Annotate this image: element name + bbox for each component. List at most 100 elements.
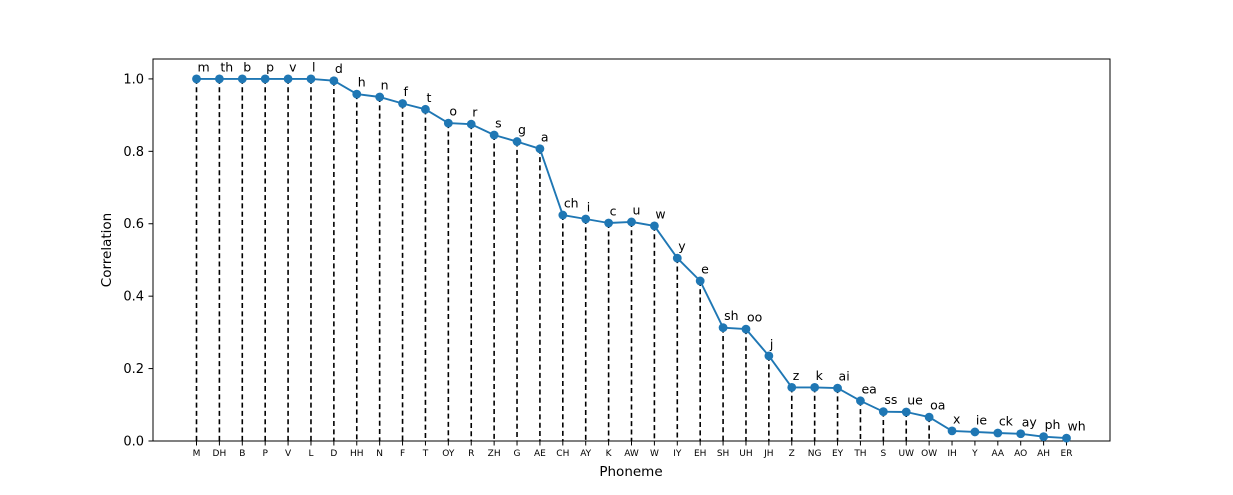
point-annotation: h [358,75,366,90]
x-tick-label: N [376,449,383,459]
point-annotation: c [610,204,617,219]
x-tick-label: CH [556,449,569,459]
x-tick-label: D [330,449,337,459]
data-point-marker [672,253,682,263]
point-annotation: ea [861,381,876,396]
point-annotation: e [701,261,709,276]
data-point-marker [970,427,980,437]
data-point-marker [306,74,316,84]
data-point-marker [856,396,865,406]
plot-area: 0.0 0.2 0.4 0.6 0.8 1.0 M DH B P V L D HH N F T OY R ZH G AE C… [123,59,1085,459]
y-tick-label: 0.8 [123,145,144,160]
x-tick-label: HH [350,449,364,459]
point-annotation: oo [747,310,762,325]
data-point-marker [947,426,957,436]
point-annotation: g [518,122,526,137]
point-annotation: ay [1022,414,1038,429]
data-point-marker [764,351,774,361]
data-point-marker [443,118,453,128]
point-annotation: ie [976,412,987,427]
point-annotation: oa [930,398,945,413]
data-point-marker [1016,429,1026,439]
point-annotation: l [312,59,315,74]
x-tick-label: EH [694,449,706,459]
x-tick-label: SH [717,449,729,459]
point-annotation: n [381,78,389,93]
data-point-marker [787,383,797,392]
point-annotation: b [243,59,251,74]
x-tick-label: M [193,449,201,459]
point-annotation: p [266,59,274,74]
point-annotation: d [335,61,343,76]
point-annotation: ck [999,414,1014,429]
x-tick-label: NG [808,449,822,459]
x-tick-label: AY [580,449,591,459]
point-annotation: ch [564,196,579,211]
x-tick-label: AW [624,449,639,459]
data-point-marker [581,214,591,224]
x-tick-label: B [239,449,245,459]
point-annotation: f [404,84,409,99]
point-annotation: ai [839,369,850,384]
data-point-marker [695,276,705,286]
x-tick-label: AO [1014,449,1027,459]
x-tick-label: AH [1037,449,1050,459]
x-tick-label: G [514,449,521,459]
x-tick-label: DH [213,449,227,459]
x-tick-label: EY [832,449,844,459]
x-tick-label: W [650,449,659,459]
y-tick-label: 1.0 [123,72,144,87]
data-point-marker [649,221,659,231]
point-annotation: o [449,104,457,119]
data-point-marker [901,407,911,417]
point-annotation: th [220,59,233,74]
x-tick-label: F [400,449,405,459]
x-tick-label: V [285,449,292,459]
point-annotation: z [793,368,800,383]
point-annotation: i [587,200,590,215]
y-tick-label: 0.2 [123,362,144,377]
point-annotation: j [769,336,773,351]
data-point-marker [489,130,499,140]
data-point-marker [1062,433,1071,443]
point-annotation: u [633,202,641,217]
x-tick-label: K [606,449,613,459]
data-point-marker [924,412,934,422]
data-point-marker [741,324,751,334]
x-tick-label: L [308,449,313,459]
data-point-marker [993,428,1003,438]
x-tick-label: Y [971,449,978,459]
point-annotation: a [541,129,549,144]
x-tick-label: R [468,449,474,459]
data-point-marker [352,89,362,99]
x-tick-label: T [422,449,429,459]
data-point-marker [237,74,247,84]
point-annotation: s [495,116,502,131]
y-tick-label: 0.6 [123,217,144,232]
data-point-marker [512,137,522,146]
y-axis-label: Correlation [99,213,115,287]
x-tick-label: ER [1061,449,1073,459]
data-point-marker [878,407,888,417]
point-annotation: t [426,90,431,105]
x-tick-label: OW [921,449,937,459]
x-tick-label: P [262,449,268,459]
data-point-marker [283,74,293,84]
point-annotation: w [655,206,665,221]
data-point-marker [833,383,842,393]
point-annotation: ss [884,392,897,407]
data-point-marker [260,74,270,84]
data-point-marker [535,144,545,154]
x-tick-label: UH [739,449,752,459]
data-point-marker [466,119,476,129]
data-point-marker [214,74,224,84]
data-point-marker [192,74,201,84]
data-point-marker [558,210,568,220]
x-tick-label: UW [898,449,914,459]
data-point-marker [375,92,385,102]
x-tick-label: IY [673,449,682,459]
data-point-marker [810,383,820,392]
x-tick-label: S [880,449,886,459]
point-annotation: y [678,239,686,254]
